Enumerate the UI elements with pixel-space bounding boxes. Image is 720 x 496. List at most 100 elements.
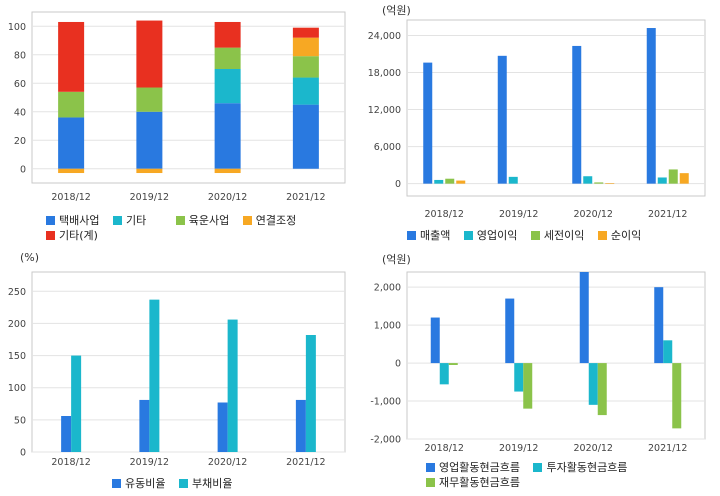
legend-label: 기타 bbox=[125, 214, 147, 227]
legend-item-연결조정: 연결조정 bbox=[242, 213, 296, 228]
legend-item-투자활동현금흐름: 투자활동현금흐름 bbox=[533, 460, 627, 475]
chart-4-svg: -2,000 -1,000 0 1,000 2,000 2018/12 2019/12 202… bbox=[370, 271, 706, 454]
x-tick-label: 2018/12 bbox=[425, 209, 464, 220]
chart-panel-2: (억원) 0 6,000 12,000 18,000 24,000 2018/12 2019… bbox=[360, 0, 720, 248]
legend-label: 세전이익 bbox=[543, 229, 585, 242]
y-tick-label: 0 bbox=[20, 448, 26, 459]
legend-label: 순이익 bbox=[610, 229, 642, 242]
bar bbox=[668, 169, 678, 184]
x-tick-label: 2019/12 bbox=[130, 457, 169, 468]
bar bbox=[139, 399, 150, 452]
y-tick-label: 6,000 bbox=[374, 142, 401, 153]
y-tick-label: 100 bbox=[8, 22, 26, 33]
bar bbox=[295, 399, 306, 452]
bar bbox=[523, 363, 533, 409]
y-tick-label: 100 bbox=[8, 383, 26, 394]
legend-item-부채비율: 부채비율 bbox=[178, 476, 233, 491]
x-tick-label: 2019/12 bbox=[499, 443, 538, 454]
bar bbox=[597, 363, 607, 416]
bar-segment bbox=[292, 37, 319, 57]
y-tick-label: 40 bbox=[14, 107, 26, 118]
bar bbox=[217, 402, 228, 452]
bar-segment bbox=[214, 47, 241, 69]
bar bbox=[657, 177, 667, 184]
bar bbox=[439, 363, 449, 385]
legend-item-세전이익: 세전이익 bbox=[530, 228, 585, 243]
bar-segment bbox=[58, 91, 85, 118]
y-tick-label: 0 bbox=[395, 179, 401, 190]
bar bbox=[508, 176, 518, 184]
legend-item-유동비율: 유동비율 bbox=[112, 476, 165, 491]
bar-segment bbox=[136, 111, 163, 169]
y-tick-label: 2,000 bbox=[374, 283, 401, 294]
chart-3-legend: 유동비율 부채비율 bbox=[112, 476, 332, 491]
bar bbox=[646, 28, 656, 184]
x-tick-label: 2018/12 bbox=[51, 192, 90, 203]
chart-2-svg: 0 6,000 12,000 18,000 24,000 2018/12 2019/12 20… bbox=[368, 19, 706, 220]
bar bbox=[672, 363, 682, 429]
bar-segment bbox=[58, 117, 85, 169]
legend-item-택배사업: 택배사업 bbox=[46, 213, 99, 228]
legend-item-재무활동현금흐름: 재무활동현금흐름 bbox=[426, 475, 520, 490]
bar bbox=[71, 355, 82, 452]
x-tick-label: 2020/12 bbox=[574, 443, 613, 454]
x-tick-label: 2018/12 bbox=[51, 457, 90, 468]
chart-2-legend: 매출액 영업이익 세전이익 순이익 bbox=[407, 228, 707, 243]
y-tick-label: 18,000 bbox=[368, 68, 401, 79]
bar-segment bbox=[58, 21, 85, 92]
y-tick-label: 200 bbox=[8, 319, 26, 330]
bar-segment bbox=[136, 20, 163, 88]
legend-label: 영업활동현금흐름 bbox=[439, 461, 520, 474]
x-tick-label: 2020/12 bbox=[208, 192, 247, 203]
bar bbox=[583, 176, 593, 184]
legend-label: 유동비율 bbox=[125, 477, 166, 490]
bar-segment bbox=[292, 27, 319, 38]
y-tick-label: 250 bbox=[8, 287, 26, 298]
legend-label: 육운사업 bbox=[188, 214, 230, 227]
chart-2-unit: (억원) bbox=[382, 4, 411, 17]
y-tick-label: 0 bbox=[395, 359, 401, 370]
y-tick-label: 1,000 bbox=[374, 321, 401, 332]
x-tick-label: 2021/12 bbox=[648, 209, 687, 220]
chart-panel-3: (%) 0 50 100 150 200 250 2018/12 2019/12 2020/12… bbox=[0, 248, 360, 496]
y-tick-label: -1,000 bbox=[370, 397, 401, 408]
bar bbox=[514, 363, 524, 392]
chart-panel-1: 0 20 40 60 80 100 2018/12 2019/12 2020/12 2021/12… bbox=[0, 0, 360, 248]
legend-item-순이익: 순이익 bbox=[597, 228, 642, 243]
chart-panel-4: (억원) -2,000 -1,000 0 1,000 2,000 2018/12 2019/… bbox=[360, 248, 720, 496]
x-tick-label: 2021/12 bbox=[286, 457, 325, 468]
legend-label: 투자활동현금흐름 bbox=[546, 461, 628, 474]
y-tick-label: 24,000 bbox=[368, 31, 401, 42]
bar-segment bbox=[214, 103, 241, 169]
bar bbox=[430, 317, 440, 364]
bar bbox=[654, 287, 664, 364]
legend-label: 부채비율 bbox=[191, 477, 233, 490]
bar bbox=[61, 416, 72, 452]
x-tick-label: 2020/12 bbox=[208, 457, 247, 468]
y-tick-label: 20 bbox=[14, 136, 26, 147]
y-tick-label: 50 bbox=[14, 415, 26, 426]
x-tick-label: 2020/12 bbox=[574, 209, 613, 220]
bar bbox=[149, 299, 160, 452]
x-tick-label: 2019/12 bbox=[130, 192, 169, 203]
legend-label: 기타(계) bbox=[59, 229, 98, 242]
bar bbox=[679, 173, 689, 184]
legend-label: 재무활동현금흐름 bbox=[439, 476, 520, 489]
bar bbox=[227, 319, 238, 452]
legend-item-영업활동현금흐름: 영업활동현금흐름 bbox=[426, 460, 520, 475]
x-tick-label: 2019/12 bbox=[499, 209, 538, 220]
bar bbox=[448, 363, 458, 365]
bar-segment bbox=[136, 168, 163, 174]
bar bbox=[605, 183, 615, 184]
legend-label: 영업이익 bbox=[476, 229, 518, 242]
legend-item-영업이익: 영업이익 bbox=[463, 228, 518, 243]
bar bbox=[588, 363, 598, 405]
chart-3-unit: (%) bbox=[20, 251, 40, 264]
legend-item-기타계: 기타(계) bbox=[46, 228, 98, 243]
bar-segment bbox=[214, 21, 241, 48]
bar-segment bbox=[136, 87, 163, 112]
legend-item-육운사업: 육운사업 bbox=[175, 213, 230, 228]
bar bbox=[423, 62, 433, 184]
bar bbox=[572, 45, 582, 184]
bar bbox=[579, 272, 589, 364]
